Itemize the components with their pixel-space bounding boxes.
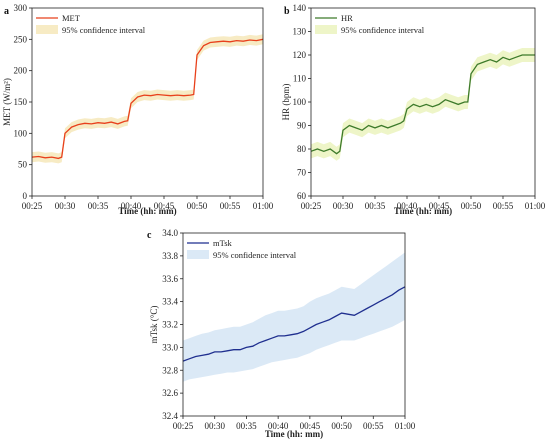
y-tick-label: 90 [297, 121, 307, 131]
legend-entry: 95% confidence interval [62, 25, 146, 35]
x-tick-label: 00:45 [154, 201, 175, 211]
legend-band-swatch [315, 25, 337, 34]
x-tick-label: 00:25 [301, 201, 322, 211]
x-tick-label: 00:25 [22, 201, 43, 211]
x-tick-label: 00:55 [220, 201, 241, 211]
panel-label: c [147, 230, 152, 241]
y-tick-label: 300 [14, 3, 28, 13]
x-tick-label: 00:45 [429, 201, 450, 211]
x-tick-label: 00:30 [55, 201, 76, 211]
legend-band-swatch [187, 250, 209, 259]
y-tick-label: 80 [297, 144, 307, 154]
y-tick-label: 110 [293, 74, 307, 84]
x-tick-label: 00:25 [173, 421, 194, 431]
x-axis-label: Time (hh: mm) [394, 206, 452, 216]
y-tick-label: 33.6 [162, 274, 178, 284]
y-axis-label: mTsk (°C) [149, 306, 159, 344]
panel-label: a [4, 6, 9, 17]
legend-entry: 95% confidence interval [341, 25, 425, 35]
x-tick-label: 00:35 [236, 421, 257, 431]
series-line-met [31, 38, 264, 160]
x-tick-label: 01:00 [253, 201, 274, 211]
y-tick-label: 60 [297, 191, 307, 201]
confidence-band [32, 34, 263, 164]
confidence-band [311, 48, 535, 161]
y-tick-label: 32.6 [162, 388, 178, 398]
y-tick-label: 33.4 [162, 297, 178, 307]
y-tick-label: 200 [14, 66, 28, 76]
x-tick-label: 00:40 [397, 201, 418, 211]
series-line-hr [310, 54, 535, 155]
y-tick-label: 50 [18, 160, 28, 170]
series-line-mtsk [182, 286, 406, 362]
x-axis-label: Time (hh: mm) [118, 206, 176, 216]
y-tick-label: 33.0 [162, 342, 178, 352]
x-tick-label: 01:00 [395, 421, 416, 431]
y-tick-label: 32.4 [162, 411, 178, 421]
x-tick-label: 00:30 [333, 201, 354, 211]
x-tick-label: 01:00 [525, 201, 546, 211]
x-tick-label: 00:55 [493, 201, 514, 211]
legend-entry: 95% confidence interval [213, 250, 297, 260]
y-tick-label: 150 [14, 97, 28, 107]
panel-label: b [284, 6, 290, 17]
y-tick-label: 34.0 [162, 228, 178, 238]
y-axis-label: HR (bpm) [281, 84, 291, 121]
chart-panel-b: 00:25 00:30 00:35 00:40 00:45 00:50 00:55 01:00… [281, 3, 546, 216]
x-tick-label: 00:30 [204, 421, 225, 431]
legend-entry: mTsk [213, 238, 233, 248]
x-tick-label: 00:50 [187, 201, 208, 211]
x-tick-label: 00:50 [461, 201, 482, 211]
x-tick-label: 00:40 [121, 201, 142, 211]
y-tick-label: 140 [293, 3, 307, 13]
y-tick-label: 250 [14, 34, 28, 44]
y-tick-label: 33.2 [162, 320, 178, 330]
x-tick-label: 00:35 [365, 201, 386, 211]
x-tick-label: 00:45 [300, 421, 321, 431]
plot-frame [31, 7, 264, 197]
y-tick-label: 32.8 [162, 365, 178, 375]
y-tick-label: 0 [23, 191, 28, 201]
x-axis-label: Time (hh: mm) [265, 429, 323, 439]
chart-panel-c: 00:25 00:30 00:35 00:40 00:45 00:50 00:55 01:00… [147, 228, 416, 439]
y-axis-label: MET (W/m²) [2, 78, 12, 126]
chart-panel-a: 00:25 00:30 00:35 00:40 00:45 00:50 00:55 01:00… [2, 3, 274, 216]
x-tick-label: 00:50 [331, 421, 352, 431]
y-tick-label: 120 [293, 50, 307, 60]
y-tick-label: 33.8 [162, 251, 178, 261]
confidence-band [183, 252, 405, 382]
y-tick-label: 100 [293, 97, 307, 107]
y-tick-label: 70 [297, 168, 307, 178]
legend-band-swatch [36, 25, 58, 34]
legend-entry: MET [62, 13, 81, 23]
x-tick-label: 00:40 [268, 421, 289, 431]
x-tick-label: 00:35 [88, 201, 109, 211]
legend-entry: HR [341, 13, 353, 23]
y-tick-label: 130 [293, 27, 307, 37]
x-tick-label: 00:55 [363, 421, 384, 431]
y-tick-label: 100 [14, 128, 28, 138]
